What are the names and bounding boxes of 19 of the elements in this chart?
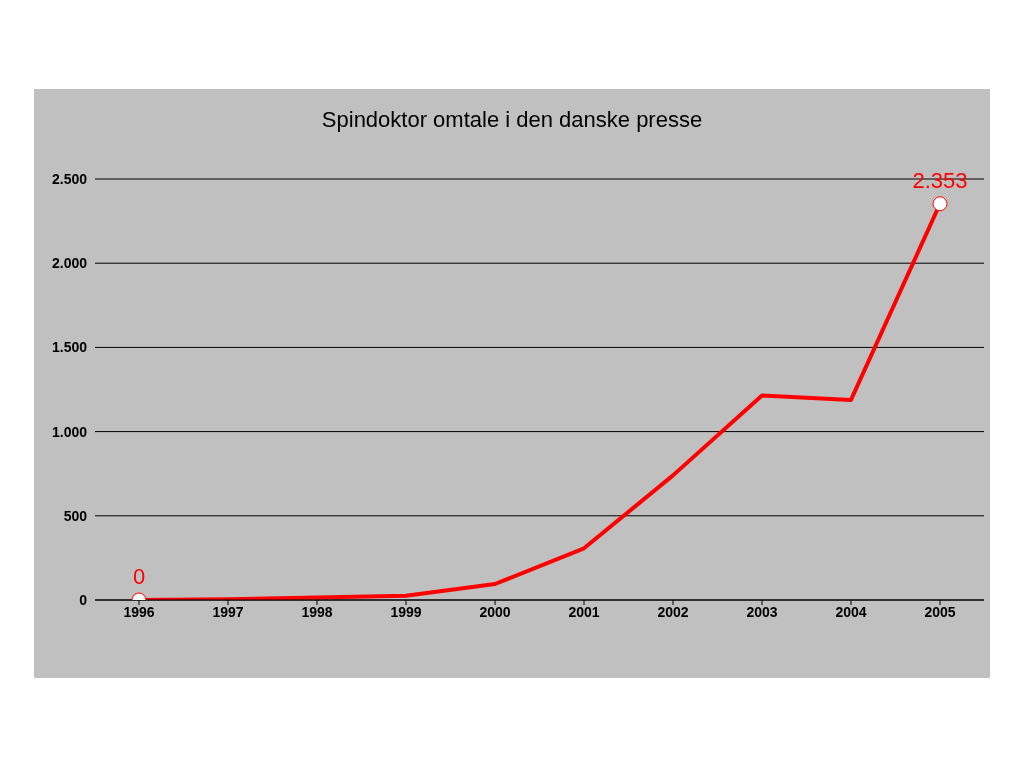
y-tick-label: 0 [79, 591, 88, 608]
chart-title: Spindoktor omtale i den danske presse [320, 107, 704, 133]
data-label: 2.353 [912, 167, 968, 193]
y-tick-label: 500 [63, 507, 88, 524]
x-tick-label: 1996 [123, 603, 155, 620]
y-tick-label: 1.500 [51, 339, 88, 356]
y-tick-label: 2.500 [51, 170, 88, 187]
x-tick-label: 1997 [212, 603, 244, 620]
x-tick-label: 2000 [479, 603, 511, 620]
x-tick-label: 1999 [390, 603, 422, 620]
y-tick-label: 2.000 [51, 255, 88, 272]
x-tick-label: 2001 [568, 603, 600, 620]
x-tick-label: 2005 [924, 603, 956, 620]
y-tick-label: 1.000 [51, 423, 88, 440]
data-label: 0 [132, 564, 146, 589]
x-tick-label: 1998 [301, 603, 333, 620]
x-tick-label: 2002 [657, 603, 689, 620]
x-tick-label: 2003 [746, 603, 778, 620]
x-tick-label: 2004 [835, 603, 867, 620]
